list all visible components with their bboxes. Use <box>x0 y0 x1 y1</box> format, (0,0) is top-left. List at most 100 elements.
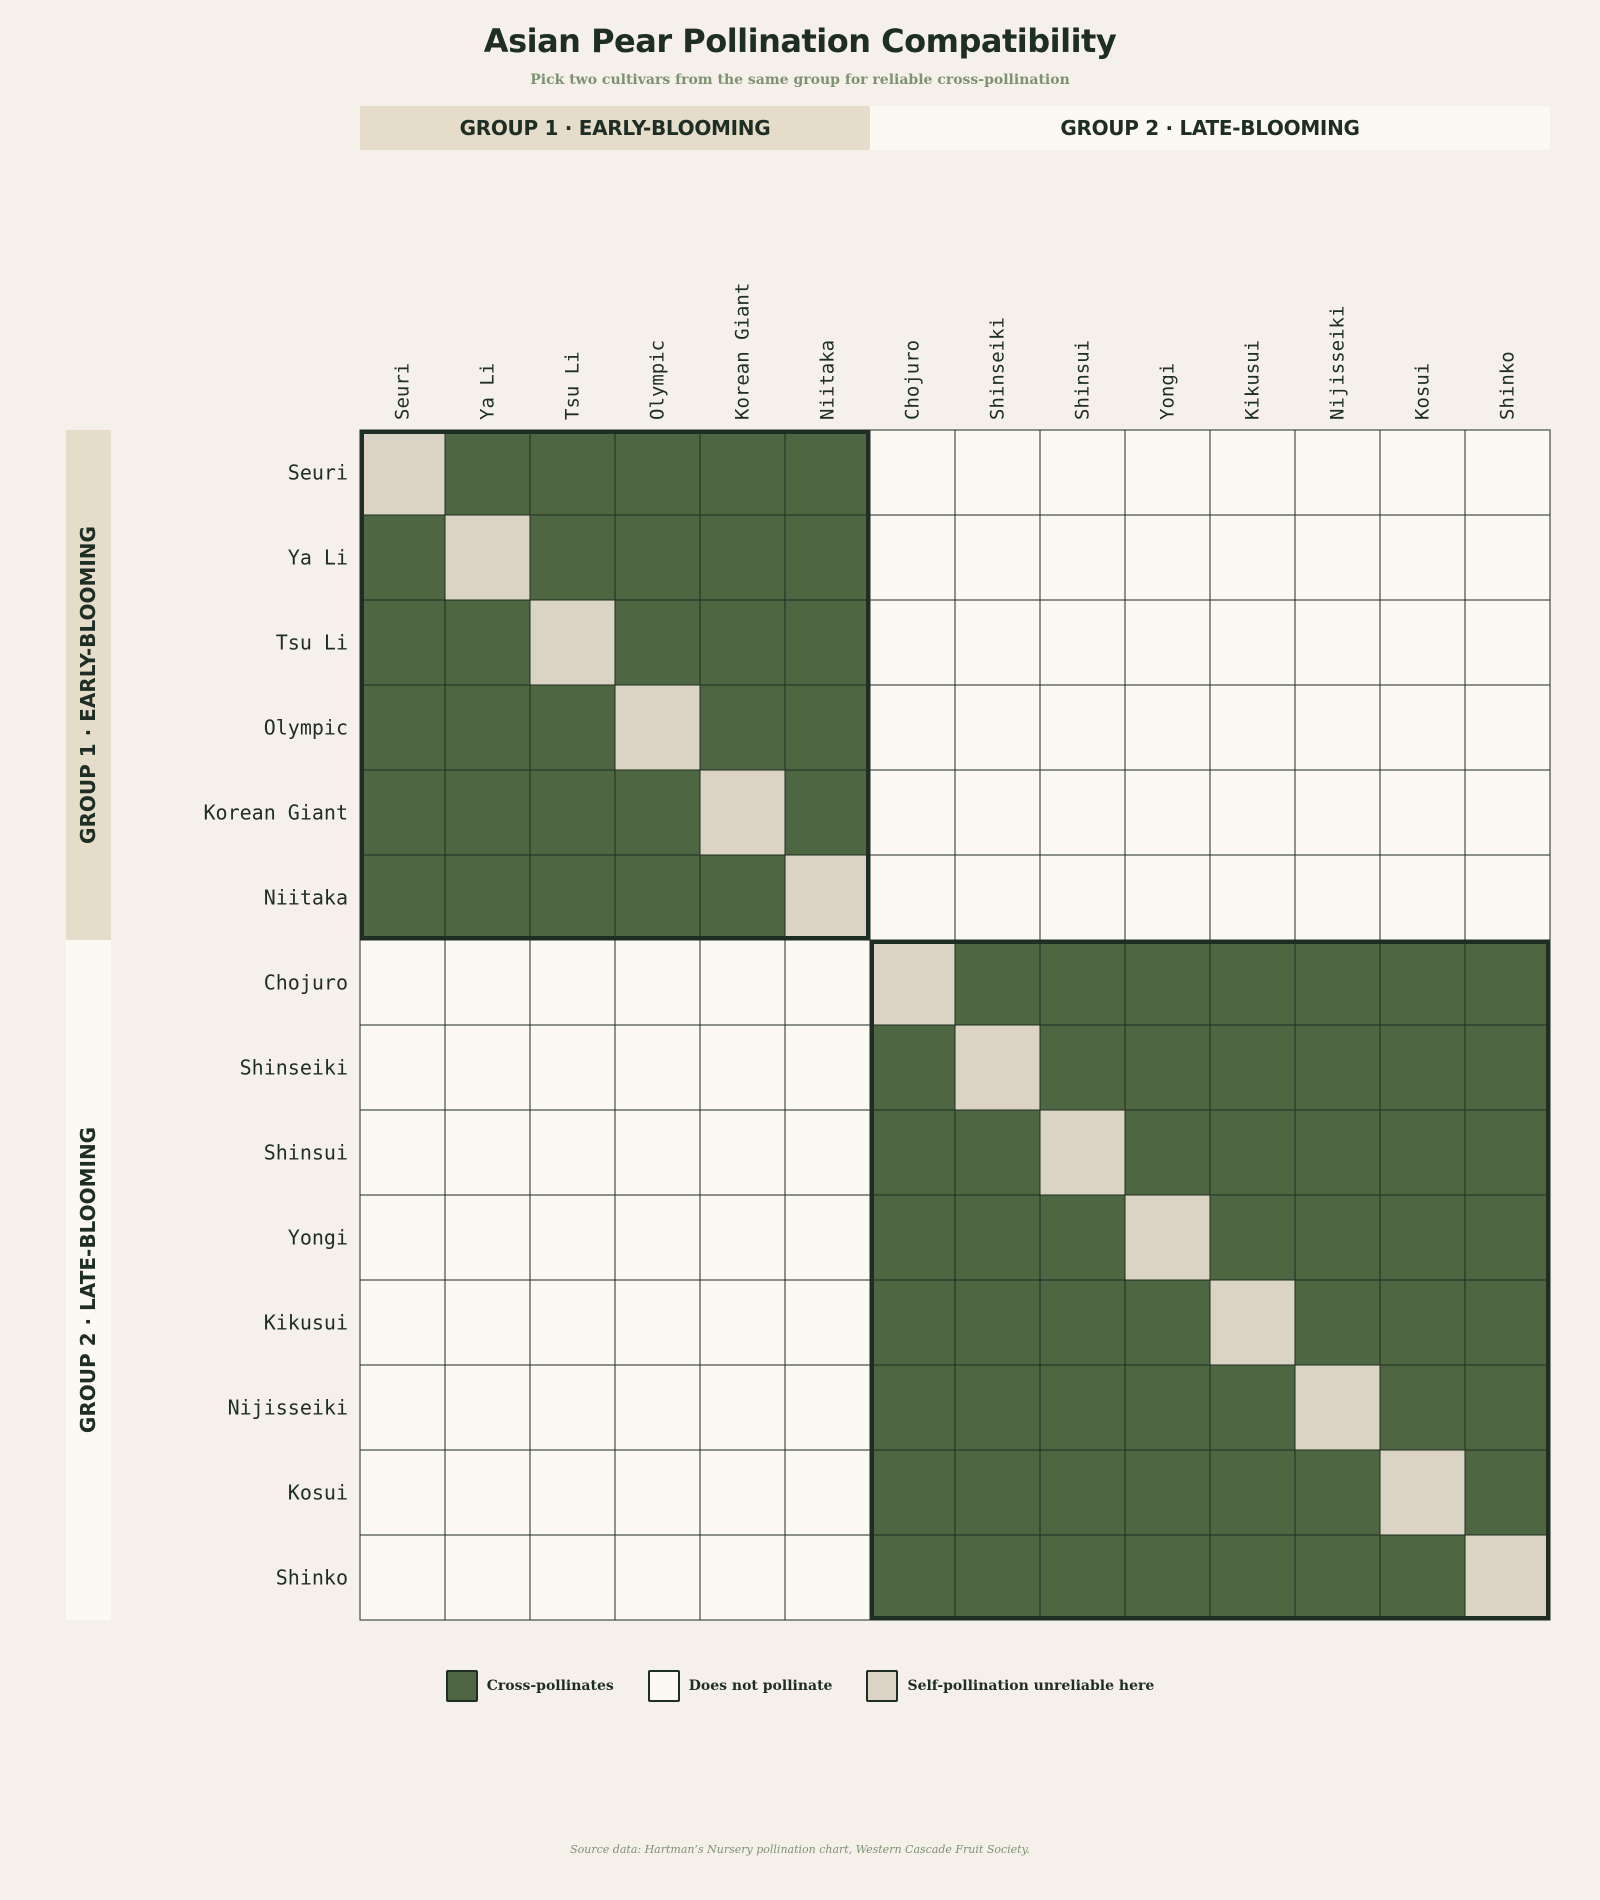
matrix-cell-5-1 <box>444 854 531 941</box>
matrix-cell-7-12 <box>1379 1024 1466 1111</box>
group-2-outline <box>870 940 1550 1620</box>
matrix-cell-1-10 <box>1209 514 1296 601</box>
matrix-cell-6-12 <box>1379 939 1466 1026</box>
legend-item-self: Self-pollination unreliable here <box>866 1670 1154 1702</box>
matrix-cell-12-3 <box>614 1449 701 1536</box>
matrix-cell-13-8 <box>1039 1534 1126 1621</box>
matrix-cell-9-7 <box>954 1194 1041 1281</box>
column-label-10: Kikusui <box>1242 340 1264 420</box>
matrix-cell-4-10 <box>1209 769 1296 856</box>
matrix-cell-8-13 <box>1464 1109 1551 1196</box>
matrix-cell-0-2 <box>529 429 616 516</box>
matrix-cell-4-11 <box>1294 769 1381 856</box>
matrix-cell-10-6 <box>869 1279 956 1366</box>
matrix-cell-5-3 <box>614 854 701 941</box>
matrix-cell-2-1 <box>444 599 531 686</box>
matrix-cell-12-10 <box>1209 1449 1296 1536</box>
row-label-11: Nijisseiki <box>228 1396 348 1420</box>
row-label-4: Korean Giant <box>204 801 349 825</box>
column-label-4: Korean Giant <box>732 283 754 420</box>
matrix-cell-10-2 <box>529 1279 616 1366</box>
matrix-cell-3-3 <box>614 684 701 771</box>
matrix-cell-1-2 <box>529 514 616 601</box>
matrix-cell-2-13 <box>1464 599 1551 686</box>
row-label-13: Shinko <box>276 1566 348 1590</box>
source-note: Source data: Hartman’s Nursery pollinati… <box>570 1843 1030 1856</box>
group-1-row-label: GROUP 1 · EARLY-BLOOMING <box>76 526 100 844</box>
row-label-9: Yongi <box>288 1226 348 1250</box>
matrix-cell-4-12 <box>1379 769 1466 856</box>
matrix-cell-9-0 <box>359 1194 446 1281</box>
matrix-cell-11-10 <box>1209 1364 1296 1451</box>
column-label-12: Kosui <box>1412 363 1434 420</box>
group-2-column-header: GROUP 2 · LATE-BLOOMING <box>870 106 1550 150</box>
matrix-cell-7-11 <box>1294 1024 1381 1111</box>
matrix-cell-5-0 <box>359 854 446 941</box>
matrix-cell-10-4 <box>699 1279 786 1366</box>
matrix-cell-6-6 <box>869 939 956 1026</box>
matrix-cell-10-0 <box>359 1279 446 1366</box>
matrix-cell-13-3 <box>614 1534 701 1621</box>
matrix-cell-1-11 <box>1294 514 1381 601</box>
matrix-cell-10-5 <box>784 1279 871 1366</box>
legend-item-none: Does not pollinate <box>647 1670 833 1702</box>
matrix-cell-13-2 <box>529 1534 616 1621</box>
matrix-cell-10-13 <box>1464 1279 1551 1366</box>
matrix-cell-13-1 <box>444 1534 531 1621</box>
matrix-cell-1-9 <box>1124 514 1211 601</box>
matrix-cell-5-6 <box>869 854 956 941</box>
matrix-cell-1-4 <box>699 514 786 601</box>
matrix-cell-12-4 <box>699 1449 786 1536</box>
matrix-cell-10-7 <box>954 1279 1041 1366</box>
matrix-cell-3-11 <box>1294 684 1381 771</box>
matrix-cell-0-10 <box>1209 429 1296 516</box>
matrix-cell-1-0 <box>359 514 446 601</box>
matrix-cell-2-8 <box>1039 599 1126 686</box>
legend-swatch-none <box>647 1670 680 1702</box>
matrix-cell-7-6 <box>869 1024 956 1111</box>
matrix-cell-11-11 <box>1294 1364 1381 1451</box>
matrix-cell-13-10 <box>1209 1534 1296 1621</box>
legend-swatch-cross <box>445 1670 478 1702</box>
matrix-cell-10-3 <box>614 1279 701 1366</box>
matrix-cell-8-3 <box>614 1109 701 1196</box>
row-label-7: Shinseiki <box>240 1056 348 1080</box>
matrix-cell-12-8 <box>1039 1449 1126 1536</box>
matrix-cell-8-6 <box>869 1109 956 1196</box>
matrix-cell-7-2 <box>529 1024 616 1111</box>
matrix-cell-11-1 <box>444 1364 531 1451</box>
column-label-11: Nijisseiki <box>1327 306 1349 420</box>
legend-label-none: Does not pollinate <box>688 1678 833 1694</box>
matrix-cell-11-7 <box>954 1364 1041 1451</box>
matrix-cell-7-5 <box>784 1024 871 1111</box>
matrix-cell-4-3 <box>614 769 701 856</box>
matrix-cell-12-5 <box>784 1449 871 1536</box>
column-label-0: Seuri <box>392 363 414 420</box>
legend-label-self: Self-pollination unreliable here <box>907 1678 1155 1694</box>
matrix-cell-1-12 <box>1379 514 1466 601</box>
chart-subtitle: Pick two cultivars from the same group f… <box>530 72 1070 88</box>
matrix-cell-12-11 <box>1294 1449 1381 1536</box>
row-label-2: Tsu Li <box>276 631 348 655</box>
matrix-cell-9-6 <box>869 1194 956 1281</box>
matrix-cell-11-2 <box>529 1364 616 1451</box>
matrix-cell-0-11 <box>1294 429 1381 516</box>
matrix-cell-2-2 <box>529 599 616 686</box>
matrix-cell-2-0 <box>359 599 446 686</box>
column-label-6: Chojuro <box>902 340 924 420</box>
matrix-cell-4-4 <box>699 769 786 856</box>
matrix-cell-9-2 <box>529 1194 616 1281</box>
matrix-cell-13-4 <box>699 1534 786 1621</box>
matrix-cell-6-11 <box>1294 939 1381 1026</box>
matrix-cell-5-10 <box>1209 854 1296 941</box>
matrix-cell-0-1 <box>444 429 531 516</box>
matrix-cell-13-5 <box>784 1534 871 1621</box>
matrix-cell-6-4 <box>699 939 786 1026</box>
matrix-cell-2-7 <box>954 599 1041 686</box>
matrix-cell-4-2 <box>529 769 616 856</box>
matrix-cell-4-9 <box>1124 769 1211 856</box>
matrix-cell-8-7 <box>954 1109 1041 1196</box>
matrix-cell-2-5 <box>784 599 871 686</box>
matrix-cell-6-13 <box>1464 939 1551 1026</box>
